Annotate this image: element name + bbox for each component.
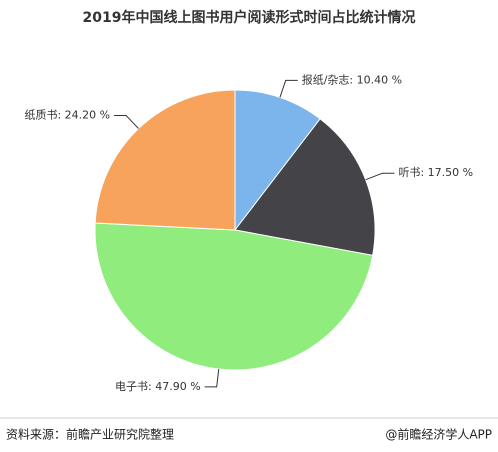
chart-title: 2019年中国线上图书用户阅读形式时间占比统计情况 xyxy=(83,9,416,26)
label-separator: : xyxy=(57,109,64,122)
label-category: 纸质书 xyxy=(24,109,57,122)
leader-line xyxy=(365,172,395,181)
data-label: 听书: 17.50 % xyxy=(398,166,473,179)
label-category: 报纸/杂志 xyxy=(302,72,350,86)
label-separator: : xyxy=(349,73,356,86)
source-note: 资料来源：前瞻产业研究院整理 xyxy=(6,427,174,442)
data-label: 电子书: 47.90 % xyxy=(115,380,201,393)
label-value: 47.90 % xyxy=(155,380,200,393)
data-label: 报纸/杂志: 10.40 % xyxy=(302,72,402,86)
brand-note: @前瞻经济学人APP xyxy=(385,427,492,442)
label-category: 电子书 xyxy=(115,380,148,393)
label-separator: : xyxy=(420,166,427,179)
label-category: 听书 xyxy=(398,166,420,179)
label-separator: : xyxy=(148,380,155,393)
label-value: 17.50 % xyxy=(428,166,473,179)
leader-line xyxy=(114,115,139,129)
label-value: 10.40 % xyxy=(357,73,402,86)
leader-line xyxy=(204,368,220,388)
pie-slice xyxy=(234,118,376,256)
data-label: 纸质书: 24.20 % xyxy=(24,109,110,122)
label-value: 24.20 % xyxy=(65,109,110,122)
leader-line xyxy=(279,79,298,98)
pie-slice xyxy=(94,222,374,371)
pie-slice xyxy=(94,89,236,231)
